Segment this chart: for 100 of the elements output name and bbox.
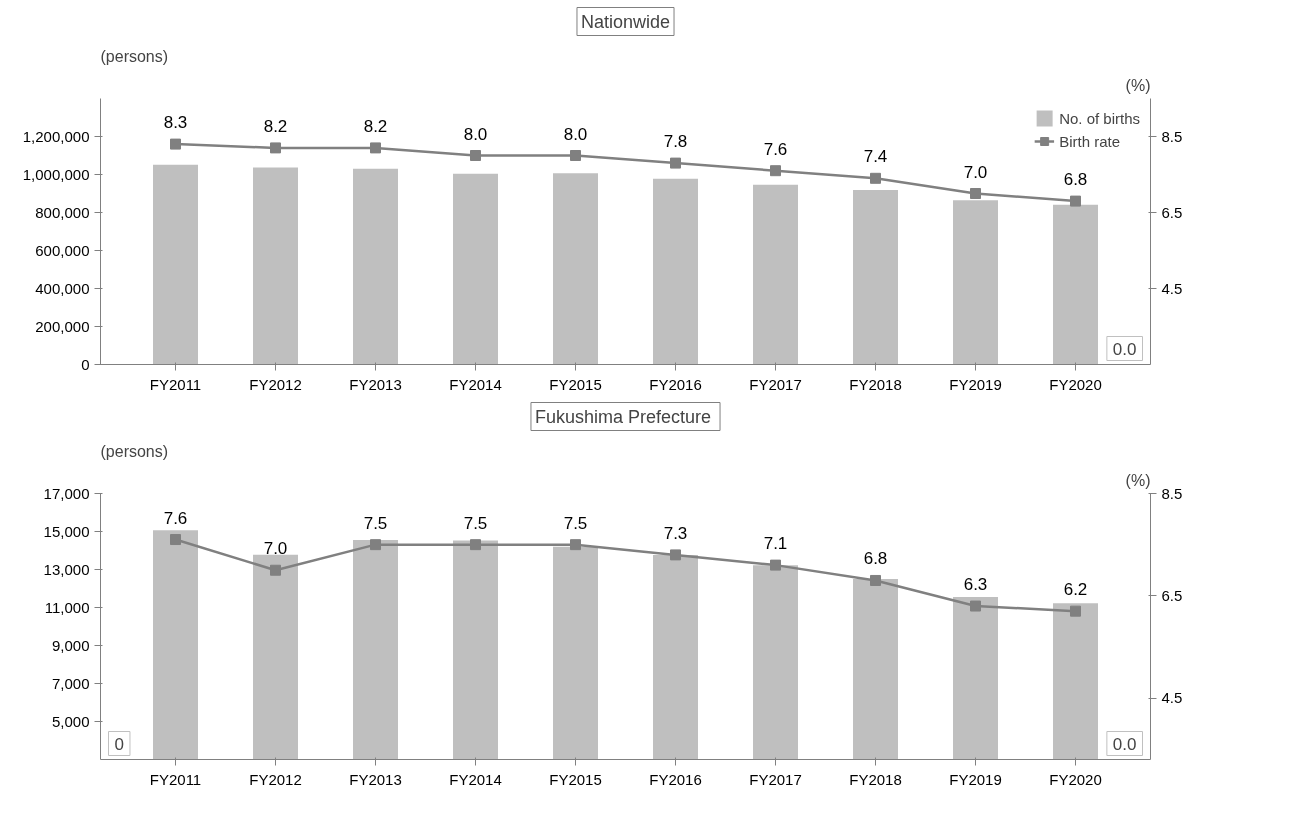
point bbox=[270, 564, 281, 576]
y-tick-label: 7,000 bbox=[51, 674, 90, 692]
data-label: 6.3 bbox=[963, 575, 988, 595]
point bbox=[670, 157, 681, 169]
y2-axis-title: (%) bbox=[1125, 76, 1151, 94]
chart-title: Nationwide bbox=[580, 11, 671, 32]
bar bbox=[1053, 204, 1098, 365]
x-tick-label: FY2011 bbox=[149, 375, 202, 393]
x-tick-label: FY2015 bbox=[549, 375, 602, 393]
x-tick-label: FY2013 bbox=[349, 375, 402, 393]
point bbox=[170, 534, 181, 546]
x-tick-label: FY2012 bbox=[249, 770, 302, 788]
data-label: 7.0 bbox=[963, 162, 988, 182]
point bbox=[770, 165, 781, 177]
bar bbox=[453, 173, 498, 365]
x-tick-label: FY2015 bbox=[549, 770, 602, 788]
x-tick-label: FY2016 bbox=[649, 770, 702, 788]
x-tick-label: FY2014 bbox=[449, 375, 502, 393]
y2-tick-label: 8.5 bbox=[1161, 127, 1183, 145]
point bbox=[470, 150, 481, 161]
y-axis-title: (persons) bbox=[100, 442, 169, 460]
point bbox=[870, 172, 881, 184]
annotation: 0.0 bbox=[1112, 734, 1137, 754]
y2-tick-label: 6.5 bbox=[1161, 203, 1183, 221]
y2-tick-label: 4.5 bbox=[1161, 689, 1183, 707]
data-label: 7.4 bbox=[863, 147, 888, 167]
x-tick-label: FY2018 bbox=[849, 375, 902, 393]
data-label: 8.0 bbox=[463, 124, 488, 144]
x-tick-label: FY2019 bbox=[949, 375, 1002, 393]
y-tick-label: 17,000 bbox=[43, 484, 90, 502]
y-tick-label: 0 bbox=[81, 355, 90, 373]
data-label: 7.6 bbox=[163, 508, 188, 528]
y-tick-label: 1,200,000 bbox=[22, 127, 90, 145]
point bbox=[470, 539, 481, 551]
point bbox=[770, 559, 781, 571]
point bbox=[270, 142, 281, 154]
data-label: 6.8 bbox=[1063, 170, 1088, 190]
data-label: 7.5 bbox=[563, 513, 588, 533]
y2-axis-title: (%) bbox=[1125, 471, 1151, 489]
bar bbox=[253, 167, 298, 365]
legend-label: No. of births bbox=[1059, 109, 1140, 127]
point bbox=[970, 188, 981, 199]
data-label: 6.8 bbox=[863, 549, 888, 569]
y-tick-label: 5,000 bbox=[51, 712, 90, 730]
bar bbox=[353, 168, 398, 365]
y2-tick-label: 6.5 bbox=[1161, 586, 1183, 604]
y-tick-label: 11,000 bbox=[44, 598, 90, 616]
y-tick-label: 400,000 bbox=[35, 279, 90, 297]
x-tick-label: FY2019 bbox=[949, 770, 1002, 788]
point bbox=[1070, 605, 1081, 617]
point bbox=[370, 142, 381, 154]
x-tick-label: FY2014 bbox=[449, 770, 502, 788]
chart-title: Fukushima Prefecture bbox=[534, 406, 712, 427]
x-tick-label: FY2013 bbox=[349, 770, 402, 788]
y-tick-label: 9,000 bbox=[51, 636, 90, 654]
bar bbox=[853, 190, 898, 365]
data-label: 8.2 bbox=[263, 116, 288, 136]
bar bbox=[953, 200, 998, 365]
y-tick-label: 1,000,000 bbox=[22, 165, 90, 183]
data-label: 7.5 bbox=[363, 513, 388, 533]
x-tick-label: FY2017 bbox=[749, 375, 802, 393]
y2-tick-label: 8.5 bbox=[1161, 484, 1183, 502]
y-tick-label: 15,000 bbox=[43, 522, 90, 540]
annotation: 0.0 bbox=[1112, 339, 1137, 359]
x-tick-label: FY2020 bbox=[1049, 770, 1102, 788]
point bbox=[570, 539, 581, 551]
data-label: 8.3 bbox=[163, 113, 188, 133]
y2-tick-label: 4.5 bbox=[1161, 279, 1183, 297]
data-label: 7.3 bbox=[663, 523, 688, 543]
point bbox=[170, 138, 181, 150]
bar bbox=[653, 178, 698, 365]
x-tick-label: FY2017 bbox=[749, 770, 802, 788]
legend-label: Birth rate bbox=[1059, 132, 1120, 150]
point bbox=[870, 574, 881, 586]
data-label: 6.2 bbox=[1063, 580, 1088, 600]
x-tick-label: FY2018 bbox=[849, 770, 902, 788]
data-label: 8.2 bbox=[363, 116, 388, 136]
data-label: 7.8 bbox=[663, 132, 688, 152]
y-tick-label: 200,000 bbox=[35, 317, 90, 335]
x-tick-label: FY2011 bbox=[149, 770, 202, 788]
x-tick-label: FY2016 bbox=[649, 375, 702, 393]
data-label: 7.6 bbox=[763, 139, 788, 159]
point bbox=[970, 600, 981, 612]
y-tick-label: 800,000 bbox=[35, 203, 90, 221]
point bbox=[570, 150, 581, 161]
y-axis-title: (persons) bbox=[100, 47, 169, 65]
point bbox=[670, 549, 681, 561]
bar bbox=[553, 173, 598, 365]
x-tick-label: FY2012 bbox=[249, 375, 302, 393]
point bbox=[370, 539, 381, 551]
bar bbox=[753, 184, 798, 365]
annotation: 0 bbox=[114, 734, 124, 754]
bar bbox=[153, 164, 198, 365]
y-tick-label: 600,000 bbox=[35, 241, 90, 259]
x-tick-label: FY2020 bbox=[1049, 375, 1102, 393]
data-label: 8.0 bbox=[563, 124, 588, 144]
y-tick-label: 13,000 bbox=[43, 560, 90, 578]
point bbox=[1070, 195, 1081, 207]
data-label: 7.1 bbox=[763, 534, 788, 554]
data-label: 7.0 bbox=[263, 539, 288, 559]
